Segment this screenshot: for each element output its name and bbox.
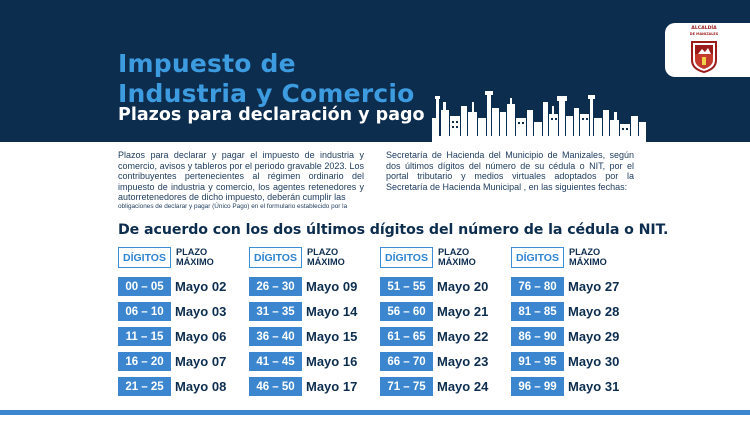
digit-range: 00 – 05 <box>118 277 171 296</box>
deadline-date: Mayo 08 <box>175 379 227 394</box>
deadline-header-label: PLAZO MÁXIMO <box>569 247 607 267</box>
deadline-header-line-1: PLAZO <box>438 247 470 257</box>
schedule-row: 31 – 35 Mayo 14 <box>249 302 374 321</box>
deadline-date: Mayo 24 <box>437 379 489 394</box>
deadline-date: Mayo 14 <box>306 304 358 319</box>
schedule-heading: De acuerdo con los dos últimos dígitos d… <box>118 222 669 238</box>
digit-range: 86 – 90 <box>511 327 564 346</box>
deadline-header-label: PLAZO MÁXIMO <box>176 247 214 267</box>
bottom-accent-band <box>0 410 750 415</box>
intro-paragraph-left: Plazos para declarar y pagar el impuesto… <box>118 150 364 211</box>
page-title-line-1: Impuesto de <box>118 49 296 78</box>
digit-range: 21 – 25 <box>118 377 171 396</box>
deadline-header-line-2: MÁXIMO <box>307 257 345 267</box>
schedule-row: 26 – 30 Mayo 09 <box>249 277 374 296</box>
deadline-header-line-2: MÁXIMO <box>569 257 607 267</box>
deadline-date: Mayo 20 <box>437 279 489 294</box>
alcaldia-logo-text: ALCALDÍA DE MANIZALES <box>687 26 721 36</box>
deadline-date: Mayo 06 <box>175 329 227 344</box>
digits-header-label: DÍGITOS <box>118 247 171 268</box>
schedule-row: 11 – 15 Mayo 06 <box>118 327 243 346</box>
deadline-date: Mayo 15 <box>306 329 358 344</box>
deadline-header-line-1: PLAZO <box>307 247 339 257</box>
deadline-date: Mayo 29 <box>568 329 620 344</box>
deadline-date: Mayo 27 <box>568 279 620 294</box>
digit-range: 41 – 45 <box>249 352 302 371</box>
digit-range: 36 – 40 <box>249 327 302 346</box>
deadline-date: Mayo 21 <box>437 304 489 319</box>
schedule-row: 56 – 60 Mayo 21 <box>380 302 505 321</box>
column-header: DÍGITOS PLAZO MÁXIMO <box>380 247 505 268</box>
deadline-date: Mayo 28 <box>568 304 620 319</box>
digit-range: 51 – 55 <box>380 277 433 296</box>
deadline-header-line-1: PLAZO <box>176 247 208 257</box>
digit-range: 96 – 99 <box>511 377 564 396</box>
schedule-row: 66 – 70 Mayo 23 <box>380 352 505 371</box>
schedule-row: 51 – 55 Mayo 20 <box>380 277 505 296</box>
manizales-shield-icon <box>691 41 717 73</box>
intro-left-text: Plazos para declarar y pagar el impuesto… <box>118 150 364 203</box>
digit-range: 66 – 70 <box>380 352 433 371</box>
digit-range: 71 – 75 <box>380 377 433 396</box>
schedule-row: 21 – 25 Mayo 08 <box>118 377 243 396</box>
schedule-row: 16 – 20 Mayo 07 <box>118 352 243 371</box>
digit-range: 81 – 85 <box>511 302 564 321</box>
schedule-row: 36 – 40 Mayo 15 <box>249 327 374 346</box>
page-title-line-2: Industria y Comercio <box>118 79 415 108</box>
deadline-date: Mayo 07 <box>175 354 227 369</box>
digit-range: 11 – 15 <box>118 327 171 346</box>
deadline-date: Mayo 17 <box>306 379 358 394</box>
deadline-date: Mayo 02 <box>175 279 227 294</box>
deadline-header-line-2: MÁXIMO <box>438 257 476 267</box>
digit-range: 56 – 60 <box>380 302 433 321</box>
deadline-date: Mayo 31 <box>568 379 620 394</box>
schedule-row: 41 – 45 Mayo 16 <box>249 352 374 371</box>
schedule-row: 76 – 80 Mayo 27 <box>511 277 636 296</box>
column-header: DÍGITOS PLAZO MÁXIMO <box>511 247 636 268</box>
deadline-date: Mayo 30 <box>568 354 620 369</box>
page-subtitle: Plazos para declaración y pago <box>118 105 425 125</box>
deadline-header-line-2: MÁXIMO <box>176 257 214 267</box>
digits-header-label: DÍGITOS <box>511 247 564 268</box>
deadline-header-label: PLAZO MÁXIMO <box>307 247 345 267</box>
schedule-row: 61 – 65 Mayo 22 <box>380 327 505 346</box>
intro-paragraph-right: Secretaría de Hacienda del Municipio de … <box>386 150 634 192</box>
schedule-row: 96 – 99 Mayo 31 <box>511 377 636 396</box>
deadline-header-line-1: PLAZO <box>569 247 601 257</box>
deadline-date: Mayo 09 <box>306 279 358 294</box>
schedule-row: 86 – 90 Mayo 29 <box>511 327 636 346</box>
digits-header-label: DÍGITOS <box>249 247 302 268</box>
schedule-row: 91 – 95 Mayo 30 <box>511 352 636 371</box>
deadline-header-label: PLAZO MÁXIMO <box>438 247 476 267</box>
digit-range: 46 – 50 <box>249 377 302 396</box>
schedule-column: DÍGITOS PLAZO MÁXIMO 76 – 80 Mayo 27 81 – 85 M… <box>511 247 636 396</box>
logo-text-line-2: DE MANIZALES <box>689 31 719 36</box>
digit-range: 31 – 35 <box>249 302 302 321</box>
column-header: DÍGITOS PLAZO MÁXIMO <box>249 247 374 268</box>
schedule-row: 46 – 50 Mayo 17 <box>249 377 374 396</box>
schedule-column: DÍGITOS PLAZO MÁXIMO 00 – 05 Mayo 02 06 – 10 M… <box>118 247 243 396</box>
schedule-column: DÍGITOS PLAZO MÁXIMO 51 – 55 Mayo 20 56 – 60 M… <box>380 247 505 396</box>
deadline-date: Mayo 16 <box>306 354 358 369</box>
digit-range: 26 – 30 <box>249 277 302 296</box>
digit-range: 06 – 10 <box>118 302 171 321</box>
schedule-row: 71 – 75 Mayo 24 <box>380 377 505 396</box>
deadline-date: Mayo 03 <box>175 304 227 319</box>
digit-range: 16 – 20 <box>118 352 171 371</box>
digits-header-label: DÍGITOS <box>380 247 433 268</box>
digit-range: 61 – 65 <box>380 327 433 346</box>
schedule-column: DÍGITOS PLAZO MÁXIMO 26 – 30 Mayo 09 31 – 35 M… <box>249 247 374 396</box>
digit-range: 91 – 95 <box>511 352 564 371</box>
schedule-row: 00 – 05 Mayo 02 <box>118 277 243 296</box>
city-skyline-illustration <box>432 91 646 142</box>
header-banner: Impuesto de Industria y Comercio Plazos … <box>0 0 750 142</box>
schedule-row: 06 – 10 Mayo 03 <box>118 302 243 321</box>
deadline-date: Mayo 23 <box>437 354 489 369</box>
intro-left-small-text: obligaciones de declarar y pagar (Único … <box>118 202 348 210</box>
digit-range: 76 – 80 <box>511 277 564 296</box>
schedule-row: 81 – 85 Mayo 28 <box>511 302 636 321</box>
column-header: DÍGITOS PLAZO MÁXIMO <box>118 247 243 268</box>
logo-text-line-1: ALCALDÍA <box>691 26 717 31</box>
deadline-date: Mayo 22 <box>437 329 489 344</box>
